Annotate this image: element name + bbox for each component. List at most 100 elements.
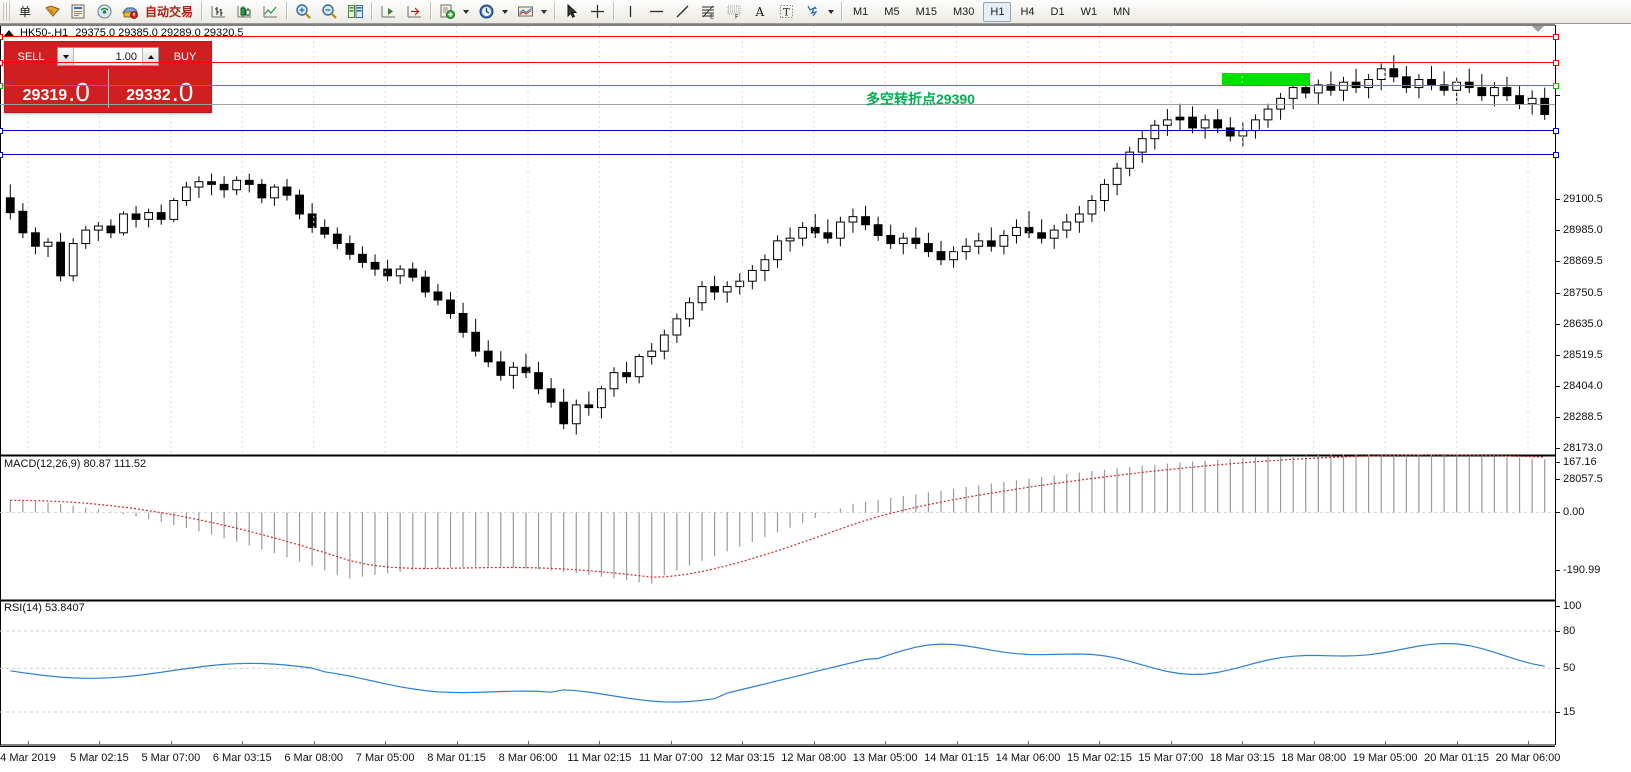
text-label-icon[interactable]: A: [748, 1, 772, 23]
price-axis[interactable]: 29100.5 28985.0 28869.5 28750.5 28635.0 28519…: [1555, 25, 1631, 745]
time-tick-mark: [99, 741, 101, 746]
time-tick-mark: [1313, 741, 1315, 746]
cursor-icon[interactable]: [559, 1, 583, 23]
scroll-indicator-icon[interactable]: [1532, 26, 1544, 32]
toolbar-grip[interactable]: [3, 2, 10, 21]
time-tick-mark: [242, 741, 244, 746]
price-level-line-pivot-2[interactable]: [0, 83, 1559, 89]
time-axis-tick: 12 Mar 03:15: [709, 752, 775, 764]
price-level-line-support-5[interactable]: [0, 152, 1559, 158]
macd-indicator-label: MACD(12,26,9) 80.87 111.52: [4, 458, 147, 470]
timeframe-w1[interactable]: W1: [1080, 5, 1098, 18]
vertical-line-icon[interactable]: [618, 1, 642, 23]
templates-icon[interactable]: [513, 1, 537, 23]
price-level-line-resistance-0[interactable]: [0, 34, 1559, 40]
chart-annotation-text[interactable]: 多空转折点29390: [866, 91, 975, 107]
time-tick-mark: [1528, 741, 1529, 746]
timeframe-m30[interactable]: M30: [952, 5, 975, 18]
period-dropdown-icon[interactable]: [499, 2, 510, 22]
add-indicator-dropdown-icon[interactable]: [460, 2, 471, 22]
price-level-handle[interactable]: [1553, 60, 1559, 66]
price-level-line-current-3[interactable]: [0, 104, 1555, 105]
price-level-handle-left[interactable]: [0, 83, 3, 89]
collapse-triangle-icon[interactable]: [4, 29, 14, 36]
svg-text:单: 单: [19, 5, 31, 19]
time-axis-tick: 11 Mar 07:00: [638, 752, 703, 764]
text-box-icon[interactable]: T: [774, 1, 798, 23]
time-axis-tick: 13 Mar 05:00: [852, 752, 918, 764]
zoom-in-icon[interactable]: [291, 1, 315, 23]
volume-decrease-icon[interactable]: [58, 48, 74, 65]
folder-icon[interactable]: [40, 1, 64, 23]
price-level-handle[interactable]: [1553, 128, 1559, 134]
period-icon[interactable]: [474, 1, 498, 23]
price-axis-tick: 28288.5: [1556, 411, 1603, 423]
bar-chart-icon[interactable]: [206, 1, 230, 23]
timeframe-d1[interactable]: D1: [1050, 5, 1065, 18]
candlestick-chart-icon[interactable]: [232, 1, 256, 23]
toolbar-separator: [201, 2, 203, 21]
time-tick-mark: [28, 741, 29, 746]
price-level-handle-left[interactable]: [0, 152, 3, 158]
svg-text:E: E: [710, 14, 714, 21]
volume-stepper[interactable]: 1.00: [57, 47, 159, 66]
trend-line-icon[interactable]: [670, 1, 694, 23]
price-level-handle[interactable]: [1553, 152, 1559, 158]
time-tick-mark: [1099, 741, 1101, 746]
fibonacci-icon[interactable]: E: [696, 1, 720, 23]
price-level-handle-left[interactable]: [0, 128, 3, 134]
alerts-icon[interactable]: [118, 1, 142, 23]
price-level-line-resistance-1[interactable]: [0, 60, 1559, 66]
time-axis-tick: 6 Mar 03:15: [212, 752, 272, 764]
zoom-out-icon[interactable]: [317, 1, 341, 23]
timeframe-m15[interactable]: M15: [915, 5, 937, 18]
buy-price-button[interactable]: 29332 .0: [112, 69, 207, 108]
toolbar-separator: [841, 2, 843, 21]
horizontal-line-icon[interactable]: [644, 1, 668, 23]
rsi-axis-tick: 100: [1556, 600, 1581, 612]
templates-dropdown-icon[interactable]: [538, 2, 549, 22]
line-chart-icon[interactable]: [258, 1, 282, 23]
timeframe-h4[interactable]: H4: [1020, 5, 1035, 18]
volume-value[interactable]: 1.00: [115, 50, 137, 63]
timeframe-m5[interactable]: M5: [884, 5, 900, 18]
time-axis[interactable]: 4 Mar 2019 5 Mar 02:15 5 Mar 07:00 6 Mar 03…: [0, 741, 1560, 772]
sell-button[interactable]: SELL: [17, 50, 45, 63]
price-axis-tick: 28057.5: [1556, 473, 1603, 485]
auto-scroll-icon[interactable]: [376, 1, 400, 23]
rsi-axis-tick: 15: [1556, 706, 1575, 718]
svg-text:F: F: [735, 14, 739, 21]
chart-grid-icon[interactable]: [343, 1, 367, 23]
news-icon[interactable]: [66, 1, 90, 23]
price-level-handle[interactable]: [1553, 83, 1559, 89]
buy-price-fraction: .0: [171, 77, 194, 107]
add-indicator-icon[interactable]: [435, 1, 459, 23]
auto-trading-label[interactable]: 自动交易: [145, 5, 194, 19]
chart-shift-icon[interactable]: [402, 1, 426, 23]
timeframe-mn[interactable]: MN: [1113, 5, 1131, 18]
time-tick-mark: [742, 741, 744, 746]
macd-axis-tick: 0.00: [1556, 506, 1584, 518]
price-level-handle-left[interactable]: [0, 60, 3, 66]
volume-increase-icon[interactable]: [142, 48, 158, 65]
crosshair-icon[interactable]: [585, 1, 609, 23]
price-level-handle[interactable]: [1553, 34, 1559, 40]
objects-icon[interactable]: [800, 1, 824, 23]
sell-price-button[interactable]: 29319 .0: [9, 69, 104, 108]
timeframe-h1[interactable]: H1: [983, 1, 1012, 22]
equidistant-channel-icon[interactable]: F: [722, 1, 746, 23]
timeframe-m1[interactable]: M1: [853, 5, 869, 18]
objects-dropdown-icon[interactable]: [825, 2, 836, 22]
price-level-handle-left[interactable]: [0, 34, 3, 40]
buy-button[interactable]: BUY: [173, 50, 197, 63]
sell-price-integer: 29319: [22, 87, 68, 104]
price-axis-tick: 28404.0: [1556, 380, 1603, 392]
price-level-line-support-4[interactable]: [0, 128, 1559, 134]
order-list-icon[interactable]: 单: [14, 1, 38, 23]
time-tick-mark: [456, 741, 458, 746]
time-tick-mark: [313, 741, 315, 746]
broadcast-icon[interactable]: [92, 1, 116, 23]
time-axis-tick: 12 Mar 08:00: [781, 752, 847, 764]
